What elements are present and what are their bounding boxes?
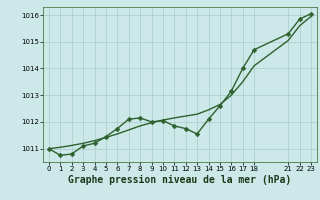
X-axis label: Graphe pression niveau de la mer (hPa): Graphe pression niveau de la mer (hPa) — [68, 175, 292, 185]
